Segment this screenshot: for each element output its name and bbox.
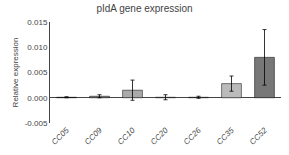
svg-text:CC52: CC52 <box>248 125 269 146</box>
svg-text:CC10: CC10 <box>116 125 137 146</box>
svg-text:CC20: CC20 <box>149 125 170 146</box>
svg-text:0.000: 0.000 <box>27 94 48 103</box>
svg-text:Relative expression: Relative expression <box>11 38 20 108</box>
svg-text:CC35: CC35 <box>215 125 236 146</box>
svg-text:CC09: CC09 <box>83 125 104 146</box>
svg-text:CC05: CC05 <box>50 125 71 146</box>
svg-text:pIdA gene expression: pIdA gene expression <box>96 3 192 14</box>
svg-text:0.015: 0.015 <box>27 18 48 27</box>
svg-text:0.010: 0.010 <box>27 43 48 52</box>
svg-text:CC26: CC26 <box>182 125 203 146</box>
svg-text:-0.005: -0.005 <box>25 119 48 128</box>
svg-text:0.005: 0.005 <box>27 68 48 77</box>
